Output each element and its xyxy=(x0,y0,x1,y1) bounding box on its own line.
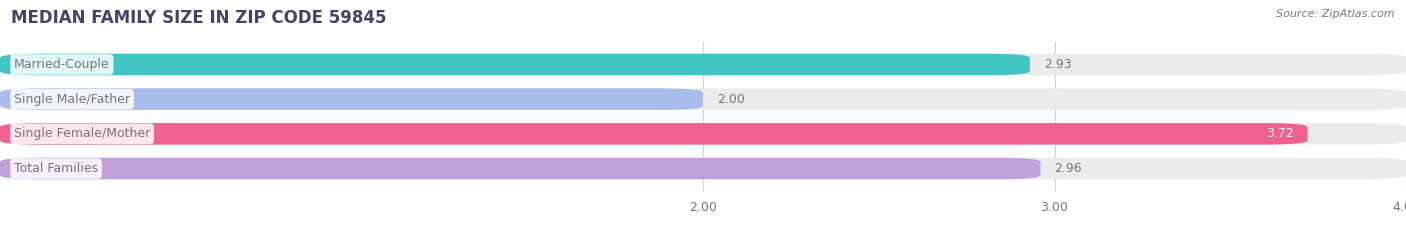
Text: Married-Couple: Married-Couple xyxy=(14,58,110,71)
Text: Single Female/Mother: Single Female/Mother xyxy=(14,127,150,140)
Text: 3.72: 3.72 xyxy=(1265,127,1294,140)
FancyBboxPatch shape xyxy=(0,54,1406,75)
FancyBboxPatch shape xyxy=(0,123,1308,145)
Text: Source: ZipAtlas.com: Source: ZipAtlas.com xyxy=(1277,9,1395,19)
Text: 2.96: 2.96 xyxy=(1054,162,1083,175)
FancyBboxPatch shape xyxy=(0,54,1029,75)
Text: 2.93: 2.93 xyxy=(1045,58,1071,71)
Text: MEDIAN FAMILY SIZE IN ZIP CODE 59845: MEDIAN FAMILY SIZE IN ZIP CODE 59845 xyxy=(11,9,387,27)
FancyBboxPatch shape xyxy=(0,123,1406,145)
Text: 2.00: 2.00 xyxy=(717,93,745,106)
Text: Single Male/Father: Single Male/Father xyxy=(14,93,131,106)
Text: Total Families: Total Families xyxy=(14,162,98,175)
FancyBboxPatch shape xyxy=(0,158,1040,179)
FancyBboxPatch shape xyxy=(0,88,703,110)
FancyBboxPatch shape xyxy=(0,88,1406,110)
FancyBboxPatch shape xyxy=(0,158,1406,179)
